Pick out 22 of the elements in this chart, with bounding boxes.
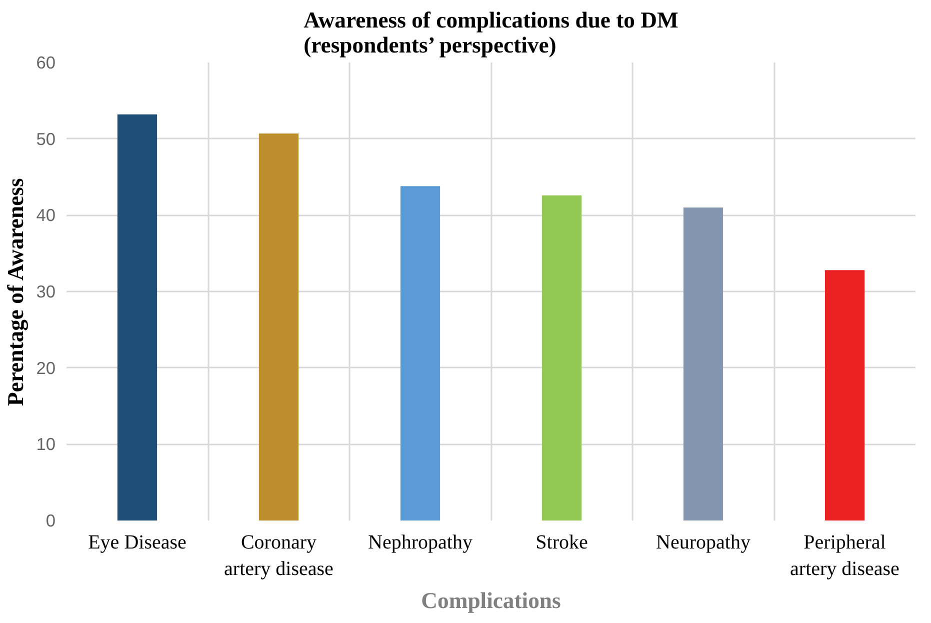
x-tick-label: Nephropathy <box>368 532 472 554</box>
y-tick-label: 20 <box>36 358 56 378</box>
chart-title: Awareness of complications due to DM (respondents’ perspective) <box>304 8 678 58</box>
bar <box>824 270 865 520</box>
x-tick-label: Peripheral artery disease <box>790 532 900 580</box>
bar <box>117 114 158 520</box>
x-tick-label: Neuropathy <box>656 532 750 554</box>
x-tick-label: Eye Disease <box>88 532 187 554</box>
bar <box>258 133 299 520</box>
bar <box>400 186 440 520</box>
y-tick-label: 60 <box>36 52 56 72</box>
y-tick-label: 0 <box>46 510 56 530</box>
bar <box>683 208 724 520</box>
x-axis-title: Complications <box>421 588 562 613</box>
bar <box>542 195 582 520</box>
y-axis-title: Perentage of Awareness <box>3 178 28 406</box>
y-tick-label: 50 <box>36 128 56 149</box>
y-tick-label: 10 <box>36 434 56 454</box>
x-tick-label: Coronary artery disease <box>224 532 334 580</box>
y-tick-label: 40 <box>36 205 56 226</box>
y-tick-label: 30 <box>36 282 56 302</box>
x-tick-label: Stroke <box>536 532 588 554</box>
